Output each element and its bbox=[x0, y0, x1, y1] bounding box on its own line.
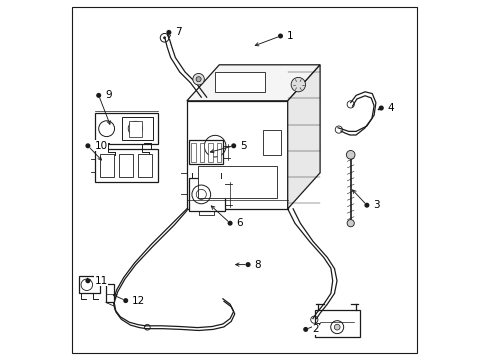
Bar bbox=[79, 276, 100, 293]
Circle shape bbox=[277, 33, 283, 39]
Circle shape bbox=[96, 93, 101, 98]
Text: 11: 11 bbox=[94, 276, 107, 286]
Text: 7: 7 bbox=[175, 27, 182, 37]
Circle shape bbox=[163, 36, 166, 39]
Circle shape bbox=[166, 30, 171, 35]
Circle shape bbox=[346, 150, 354, 159]
Circle shape bbox=[290, 77, 305, 92]
Bar bbox=[186, 101, 287, 209]
Bar bbox=[119, 154, 133, 177]
Bar bbox=[95, 113, 158, 144]
Circle shape bbox=[85, 143, 90, 148]
Circle shape bbox=[227, 221, 232, 226]
Bar bbox=[122, 117, 152, 140]
Polygon shape bbox=[287, 65, 320, 209]
Text: 10: 10 bbox=[94, 141, 107, 151]
Circle shape bbox=[192, 73, 204, 85]
Bar bbox=[199, 143, 203, 162]
Bar bbox=[197, 166, 276, 198]
Text: 5: 5 bbox=[240, 141, 246, 151]
Text: 12: 12 bbox=[132, 296, 145, 306]
Circle shape bbox=[245, 262, 250, 267]
Circle shape bbox=[334, 324, 339, 330]
Circle shape bbox=[85, 278, 90, 283]
Text: 6: 6 bbox=[236, 218, 243, 228]
Bar bbox=[262, 130, 280, 155]
Circle shape bbox=[123, 298, 128, 303]
Bar bbox=[138, 154, 151, 177]
Circle shape bbox=[364, 203, 368, 208]
Circle shape bbox=[346, 220, 354, 227]
Polygon shape bbox=[186, 65, 320, 101]
Bar bbox=[95, 149, 158, 182]
Circle shape bbox=[303, 327, 307, 332]
Bar bbox=[214, 72, 264, 92]
Text: 1: 1 bbox=[286, 31, 293, 41]
Text: 8: 8 bbox=[254, 260, 261, 270]
Text: 2: 2 bbox=[311, 324, 318, 334]
Text: 9: 9 bbox=[105, 90, 112, 100]
Text: 3: 3 bbox=[373, 200, 379, 210]
Circle shape bbox=[378, 105, 383, 111]
Text: 4: 4 bbox=[387, 103, 394, 113]
Bar bbox=[191, 143, 195, 162]
Bar bbox=[188, 140, 223, 164]
Bar bbox=[101, 154, 114, 177]
Circle shape bbox=[196, 77, 201, 82]
Bar bbox=[208, 143, 212, 162]
Bar bbox=[314, 310, 359, 337]
Bar bbox=[216, 143, 221, 162]
Bar bbox=[188, 178, 224, 211]
Circle shape bbox=[231, 143, 236, 148]
Bar bbox=[128, 121, 142, 137]
Bar bbox=[106, 284, 114, 302]
